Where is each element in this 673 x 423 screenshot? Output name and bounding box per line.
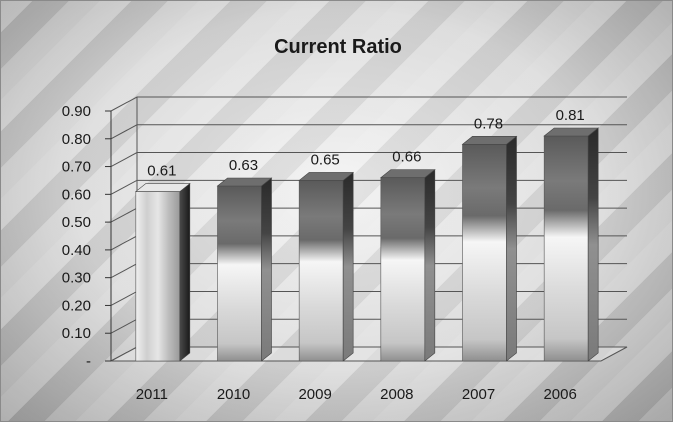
y-tick-label: 0.40 [62,242,91,259]
bar-top-face [216,177,273,187]
y-tick-label: 0.70 [62,159,91,176]
bar-top-face [379,169,436,178]
bar [298,171,355,362]
x-tick-label: 2009 [298,386,331,403]
y-tick-label: 0.10 [62,325,91,342]
data-label: 0.78 [474,115,503,132]
y-tick-label: 0.50 [62,214,91,231]
bar [134,182,191,362]
y-tick-label: 0.30 [62,270,91,287]
bar-top-face [298,172,355,181]
bar-front-face [543,135,589,362]
y-axis: - 0.10 0.20 0.30 0.40 0.50 0.60 0.70 0.80 0.90 [62,103,112,370]
bar-top-face [543,127,600,137]
bar-side-face [587,127,599,362]
y-tick-label: 0.20 [62,297,91,314]
data-label: 0.66 [392,149,421,166]
bar-side-face [506,135,517,362]
x-axis: 2011 2010 2009 2008 2007 2006 [136,386,577,403]
y-tick-label: - [86,353,91,370]
data-labels: 0.61 0.63 0.65 0.66 0.78 0.81 [147,107,585,180]
data-label: 0.63 [229,157,258,174]
gridline [110,96,627,112]
bar-top-face [134,183,191,192]
bar-side-face [424,169,436,362]
bars [134,127,600,362]
bar-top-face [461,136,518,145]
bar-front-face [462,144,507,362]
x-tick-label: 2008 [380,386,413,403]
bar [461,135,518,362]
bar-front-face [298,180,344,362]
x-tick-label: 2007 [462,386,495,403]
bar [216,177,273,362]
x-tick-label: 2010 [217,386,250,403]
bar [379,169,436,362]
bar-front-face [135,191,181,362]
x-tick-label: 2011 [136,386,168,403]
y-tick-label: 0.90 [62,103,91,120]
y-tick-label: 0.60 [62,186,91,203]
bar-side-face [179,182,191,362]
data-label: 0.61 [147,163,176,180]
bar-side-face [261,177,272,362]
data-label: 0.65 [311,151,340,168]
bar-front-face [380,177,426,362]
bar [543,127,600,362]
bar-front-face [217,185,262,362]
y-tick-label: 0.80 [62,131,91,148]
x-tick-label: 2006 [543,386,576,403]
bar-side-face [342,171,354,362]
chart-title: Current Ratio [274,36,402,58]
data-label: 0.81 [556,107,585,124]
